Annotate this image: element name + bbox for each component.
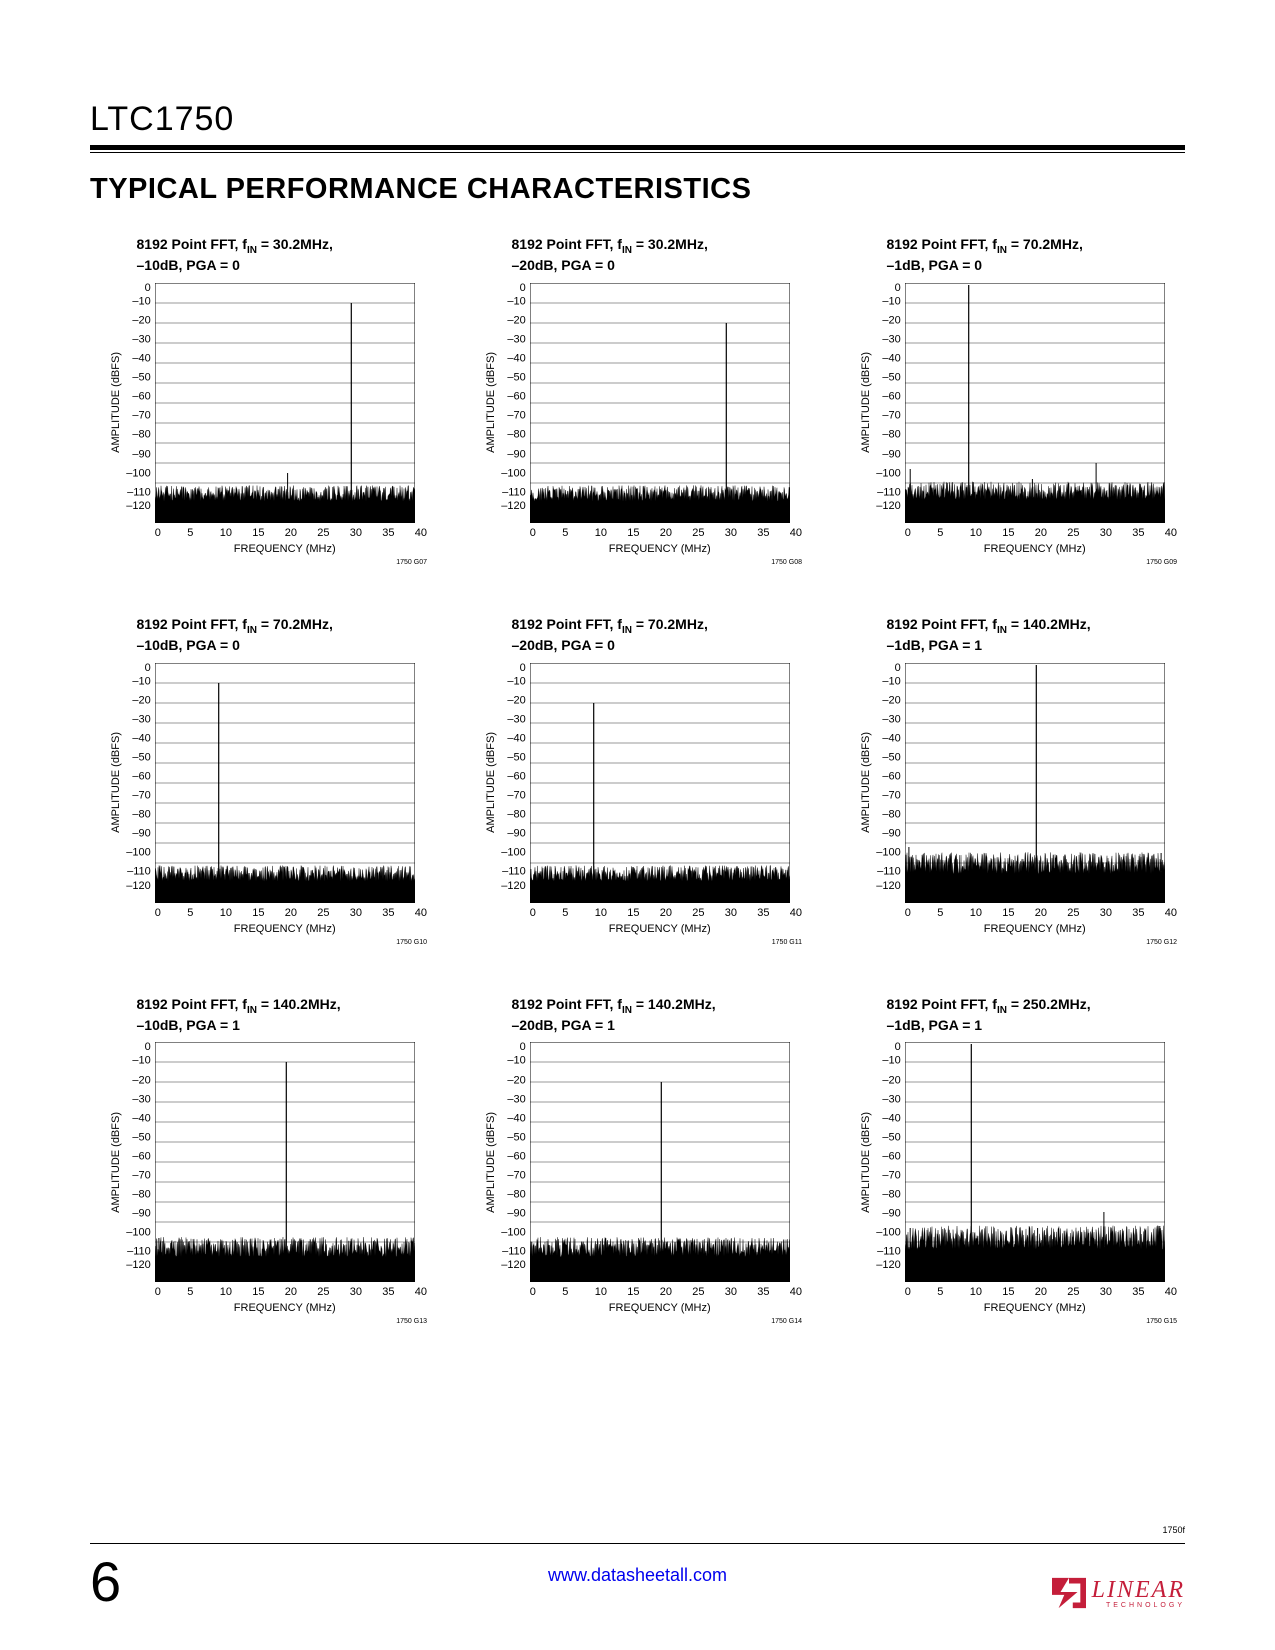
y-axis-ticks: 0–10–20–30–40–50–60–70–80–90–100–110–120 <box>501 283 525 523</box>
x-axis-label: FREQUENCY (MHz) <box>609 923 711 935</box>
x-axis-label: FREQUENCY (MHz) <box>609 1302 711 1314</box>
page-footer: 1750f 6 www.datasheetall.com LINEAR TECH… <box>90 1543 1185 1610</box>
footer-rule <box>90 1543 1185 1544</box>
fft-plot <box>530 1042 790 1282</box>
footer-link[interactable]: www.datasheetall.com <box>548 1565 727 1586</box>
y-axis-ticks: 0–10–20–30–40–50–60–70–80–90–100–110–120 <box>876 283 900 523</box>
y-axis-ticks: 0–10–20–30–40–50–60–70–80–90–100–110–120 <box>126 663 150 903</box>
y-axis-label: AMPLITUDE (dBFS) <box>110 352 122 453</box>
chart-title: 8192 Point FFT, fIN = 70.2MHz,–20dB, PGA… <box>508 616 768 655</box>
lt-logo-icon <box>1050 1576 1088 1610</box>
x-axis-ticks: 0510152025303540 <box>155 907 415 919</box>
x-axis-label: FREQUENCY (MHz) <box>984 543 1086 555</box>
x-axis-ticks: 0510152025303540 <box>905 907 1165 919</box>
fft-chart: 8192 Point FFT, fIN = 30.2MHz,–10dB, PGA… <box>90 236 435 566</box>
y-axis-ticks: 0–10–20–30–40–50–60–70–80–90–100–110–120 <box>876 663 900 903</box>
figure-id: 1750 G11 <box>772 939 802 946</box>
chart-grid: 8192 Point FFT, fIN = 30.2MHz,–10dB, PGA… <box>90 236 1185 1325</box>
x-axis-ticks: 0510152025303540 <box>530 1286 790 1298</box>
figure-id: 1750 G14 <box>771 1318 802 1325</box>
figure-id: 1750 G13 <box>396 1318 427 1325</box>
fft-chart: 8192 Point FFT, fIN = 70.2MHz,–10dB, PGA… <box>90 616 435 946</box>
x-axis-label: FREQUENCY (MHz) <box>609 543 711 555</box>
fft-chart: 8192 Point FFT, fIN = 70.2MHz,–1dB, PGA … <box>840 236 1185 566</box>
y-axis-ticks: 0–10–20–30–40–50–60–70–80–90–100–110–120 <box>126 283 150 523</box>
fft-plot <box>530 283 790 523</box>
fft-chart: 8192 Point FFT, fIN = 250.2MHz,–1dB, PGA… <box>840 996 1185 1326</box>
chart-title: 8192 Point FFT, fIN = 140.2MHz,–10dB, PG… <box>133 996 393 1035</box>
y-axis-label: AMPLITUDE (dBFS) <box>110 732 122 833</box>
figure-id: 1750 G15 <box>1146 1318 1177 1325</box>
fft-chart: 8192 Point FFT, fIN = 30.2MHz,–20dB, PGA… <box>465 236 810 566</box>
fft-plot <box>530 663 790 903</box>
chart-title: 8192 Point FFT, fIN = 70.2MHz,–1dB, PGA … <box>883 236 1143 275</box>
figure-id: 1750 G10 <box>396 939 427 946</box>
fft-chart: 8192 Point FFT, fIN = 140.2MHz,–20dB, PG… <box>465 996 810 1326</box>
part-number: LTC1750 <box>90 100 1185 139</box>
chart-title: 8192 Point FFT, fIN = 140.2MHz,–1dB, PGA… <box>883 616 1143 655</box>
y-axis-ticks: 0–10–20–30–40–50–60–70–80–90–100–110–120 <box>126 1042 150 1282</box>
x-axis-ticks: 0510152025303540 <box>530 527 790 539</box>
fft-chart: 8192 Point FFT, fIN = 70.2MHz,–20dB, PGA… <box>465 616 810 946</box>
chart-title: 8192 Point FFT, fIN = 250.2MHz,–1dB, PGA… <box>883 996 1143 1035</box>
fft-plot <box>905 1042 1165 1282</box>
y-axis-label: AMPLITUDE (dBFS) <box>485 352 497 453</box>
fft-plot <box>155 283 415 523</box>
chart-title: 8192 Point FFT, fIN = 140.2MHz,–20dB, PG… <box>508 996 768 1035</box>
y-axis-label: AMPLITUDE (dBFS) <box>860 352 872 453</box>
fft-plot <box>905 663 1165 903</box>
figure-id: 1750 G07 <box>396 559 427 566</box>
rule-thin <box>90 152 1185 153</box>
fft-plot <box>905 283 1165 523</box>
x-axis-ticks: 0510152025303540 <box>155 527 415 539</box>
x-axis-label: FREQUENCY (MHz) <box>234 543 336 555</box>
x-axis-label: FREQUENCY (MHz) <box>234 1302 336 1314</box>
x-axis-label: FREQUENCY (MHz) <box>234 923 336 935</box>
doc-revision: 1750f <box>1162 1525 1185 1535</box>
chart-title: 8192 Point FFT, fIN = 30.2MHz,–10dB, PGA… <box>133 236 393 275</box>
fft-plot <box>155 1042 415 1282</box>
chart-title: 8192 Point FFT, fIN = 30.2MHz,–20dB, PGA… <box>508 236 768 275</box>
fft-chart: 8192 Point FFT, fIN = 140.2MHz,–10dB, PG… <box>90 996 435 1326</box>
y-axis-label: AMPLITUDE (dBFS) <box>485 1112 497 1213</box>
y-axis-label: AMPLITUDE (dBFS) <box>860 1112 872 1213</box>
y-axis-ticks: 0–10–20–30–40–50–60–70–80–90–100–110–120 <box>501 663 525 903</box>
chart-title: 8192 Point FFT, fIN = 70.2MHz,–10dB, PGA… <box>133 616 393 655</box>
x-axis-ticks: 0510152025303540 <box>530 907 790 919</box>
rule-thick <box>90 145 1185 150</box>
fft-chart: 8192 Point FFT, fIN = 140.2MHz,–1dB, PGA… <box>840 616 1185 946</box>
y-axis-label: AMPLITUDE (dBFS) <box>860 732 872 833</box>
figure-id: 1750 G08 <box>771 559 802 566</box>
x-axis-label: FREQUENCY (MHz) <box>984 1302 1086 1314</box>
y-axis-ticks: 0–10–20–30–40–50–60–70–80–90–100–110–120 <box>876 1042 900 1282</box>
logo-text-sub: TECHNOLOGY <box>1106 1602 1185 1609</box>
x-axis-ticks: 0510152025303540 <box>905 1286 1165 1298</box>
figure-id: 1750 G09 <box>1146 559 1177 566</box>
figure-id: 1750 G12 <box>1146 939 1177 946</box>
x-axis-ticks: 0510152025303540 <box>155 1286 415 1298</box>
y-axis-label: AMPLITUDE (dBFS) <box>485 732 497 833</box>
vendor-logo: LINEAR TECHNOLOGY <box>1050 1576 1185 1610</box>
fft-plot <box>155 663 415 903</box>
page-number: 6 <box>90 1554 121 1610</box>
logo-text-main: LINEAR <box>1092 1578 1185 1602</box>
x-axis-label: FREQUENCY (MHz) <box>984 923 1086 935</box>
y-axis-label: AMPLITUDE (dBFS) <box>110 1112 122 1213</box>
x-axis-ticks: 0510152025303540 <box>905 527 1165 539</box>
y-axis-ticks: 0–10–20–30–40–50–60–70–80–90–100–110–120 <box>501 1042 525 1282</box>
section-heading: TYPICAL PERFORMANCE CHARACTERISTICS <box>90 173 1185 206</box>
